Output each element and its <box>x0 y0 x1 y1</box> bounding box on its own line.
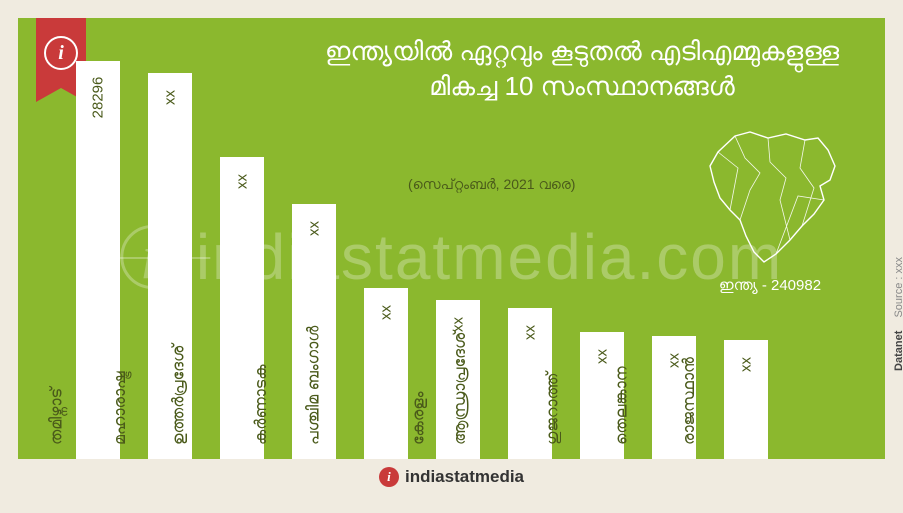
footer-info-icon: i <box>379 467 399 487</box>
bar-label: തെലങ്കാന <box>614 366 632 451</box>
bar: xxപശ്ചിമ ബംഗാൾ <box>364 288 408 459</box>
bar-label: കർണാടക <box>253 365 271 451</box>
bar-value: xx <box>738 357 755 372</box>
side-source: Source : xxx <box>893 257 903 318</box>
bar-value: xx <box>450 317 467 332</box>
bar-value: xx <box>306 221 323 236</box>
bar-label: ഗുജറാത്ത് <box>545 372 563 451</box>
bar-value: xx <box>594 349 611 364</box>
bar-label: പശ്ചിമ ബംഗാൾ <box>305 326 323 451</box>
bar-value: 28296 <box>90 77 107 119</box>
bar: xxരാജസ്ഥാൻ <box>724 340 768 459</box>
bars-container: 28296തമിഴ്നാട്xxമഹാരാഷ്ട്രxxഉത്തർപ്രദേശ്… <box>76 49 885 459</box>
side-credit: Datanet Source : xxx <box>893 257 903 371</box>
bar-value: xx <box>378 305 395 320</box>
bar-value: xx <box>234 174 251 189</box>
chart-canvas: i ഇന്ത്യയിൽ ഏറ്റവും കൂടുതൽ എടിഎമ്മുകളുള്… <box>18 18 885 495</box>
footer-brand: indiastatmedia <box>405 467 524 487</box>
bar-label: ആന്ധ്രാപ്രദേശ് <box>452 331 470 451</box>
side-brand: Datanet <box>893 330 903 370</box>
bar-label: കേരളം <box>410 392 428 451</box>
bar-value: xx <box>522 325 539 340</box>
info-icon: i <box>44 36 78 70</box>
bar-label: ഉത്തർപ്രദേശ് <box>171 344 189 451</box>
footer-bar: i indiastatmedia <box>18 459 885 495</box>
bar-label: രാജസ്ഥാൻ <box>681 357 699 451</box>
bar-value: xx <box>162 90 179 105</box>
bar-label: മഹാരാഷ്ട്ര <box>112 371 130 451</box>
bar-value: xx <box>666 353 683 368</box>
infographic-card: i ഇന്ത്യയിൽ ഏറ്റവും കൂടുതൽ എടിഎമ്മുകളുള്… <box>0 0 903 513</box>
bar-label: തമിഴ്നാട് <box>48 388 66 451</box>
